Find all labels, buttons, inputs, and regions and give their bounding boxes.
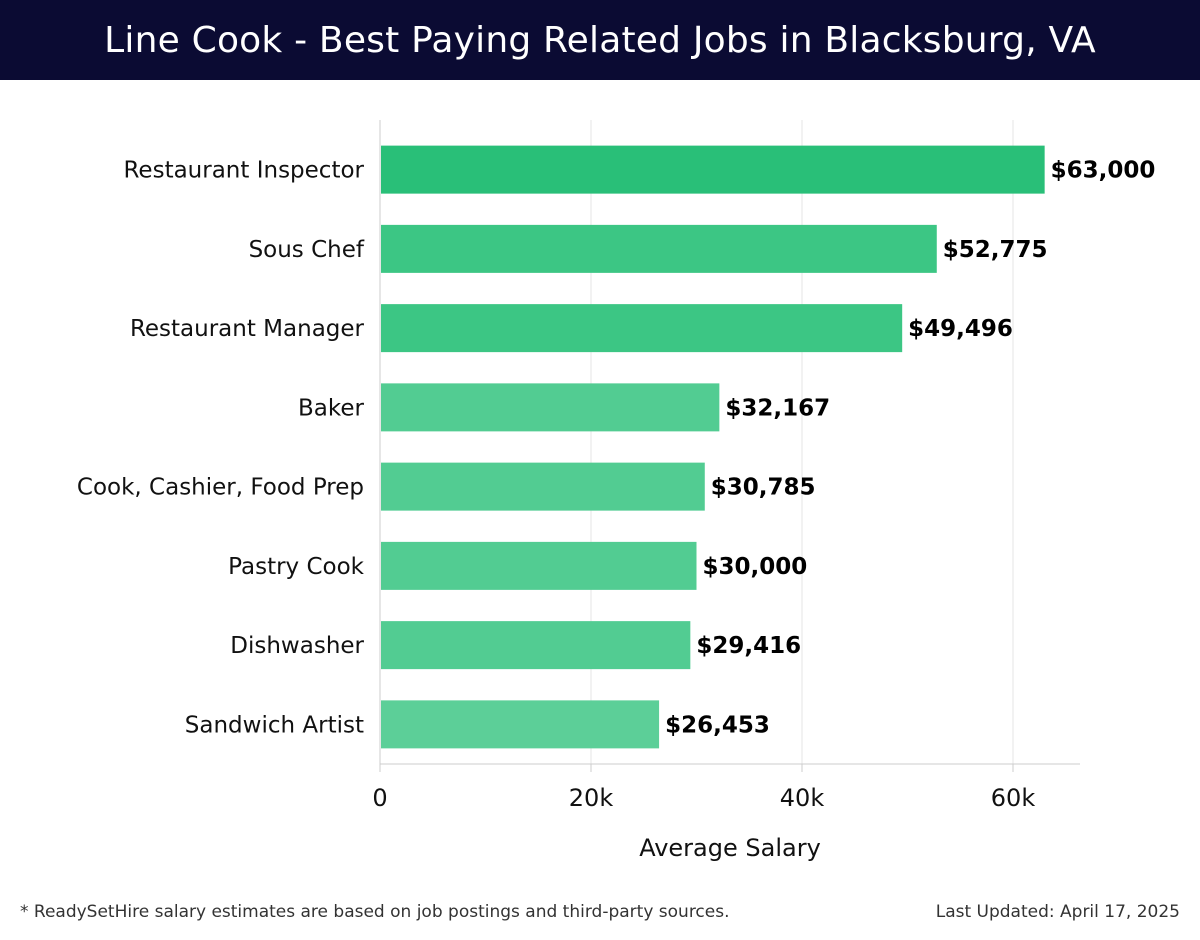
- value-label: $49,496: [908, 316, 1013, 342]
- bar: [381, 700, 660, 749]
- value-labels: $63,000 $52,775 $49,496 $32,167 $30,785 $30,0…: [665, 158, 1155, 739]
- value-label: $30,000: [703, 554, 808, 580]
- category-label: Baker: [298, 395, 365, 421]
- value-label: $29,416: [696, 633, 801, 659]
- value-label: $32,167: [725, 395, 830, 421]
- bar: [381, 224, 937, 273]
- x-axis-title: Average Salary: [639, 834, 821, 862]
- bar: [381, 541, 697, 590]
- bar: [381, 145, 1045, 194]
- value-label: $52,775: [943, 237, 1048, 263]
- x-axis-ticks: 0 20k 40k 60k: [372, 764, 1035, 812]
- bar: [381, 383, 720, 432]
- category-label: Cook, Cashier, Food Prep: [77, 475, 364, 501]
- category-label: Restaurant Manager: [130, 316, 365, 342]
- category-label: Restaurant Inspector: [123, 158, 364, 184]
- x-tick-label: 0: [372, 784, 387, 812]
- x-tick-label: 60k: [991, 784, 1036, 812]
- category-label: Sandwich Artist: [185, 712, 364, 738]
- last-updated: Last Updated: April 17, 2025: [935, 902, 1180, 922]
- page-title: Line Cook - Best Paying Related Jobs in …: [104, 19, 1096, 61]
- category-labels: Restaurant Inspector Sous Chef Restaurant …: [77, 158, 365, 739]
- value-label: $63,000: [1051, 158, 1156, 184]
- category-label: Dishwasher: [230, 633, 364, 659]
- bar: [381, 462, 705, 511]
- category-label: Pastry Cook: [228, 554, 365, 580]
- title-bar: Line Cook - Best Paying Related Jobs in …: [0, 0, 1200, 80]
- bars: [381, 145, 1045, 749]
- footer-note: * ReadySetHire salary estimates are base…: [20, 902, 730, 922]
- value-label: $30,785: [711, 475, 816, 501]
- value-label: $26,453: [665, 712, 770, 738]
- x-tick-label: 20k: [569, 784, 614, 812]
- x-tick-label: 40k: [780, 784, 825, 812]
- category-label: Sous Chef: [249, 237, 365, 263]
- bar: [381, 621, 691, 670]
- salary-bar-chart: Restaurant Inspector Sous Chef Restaurant …: [77, 120, 1155, 862]
- bar: [381, 304, 903, 353]
